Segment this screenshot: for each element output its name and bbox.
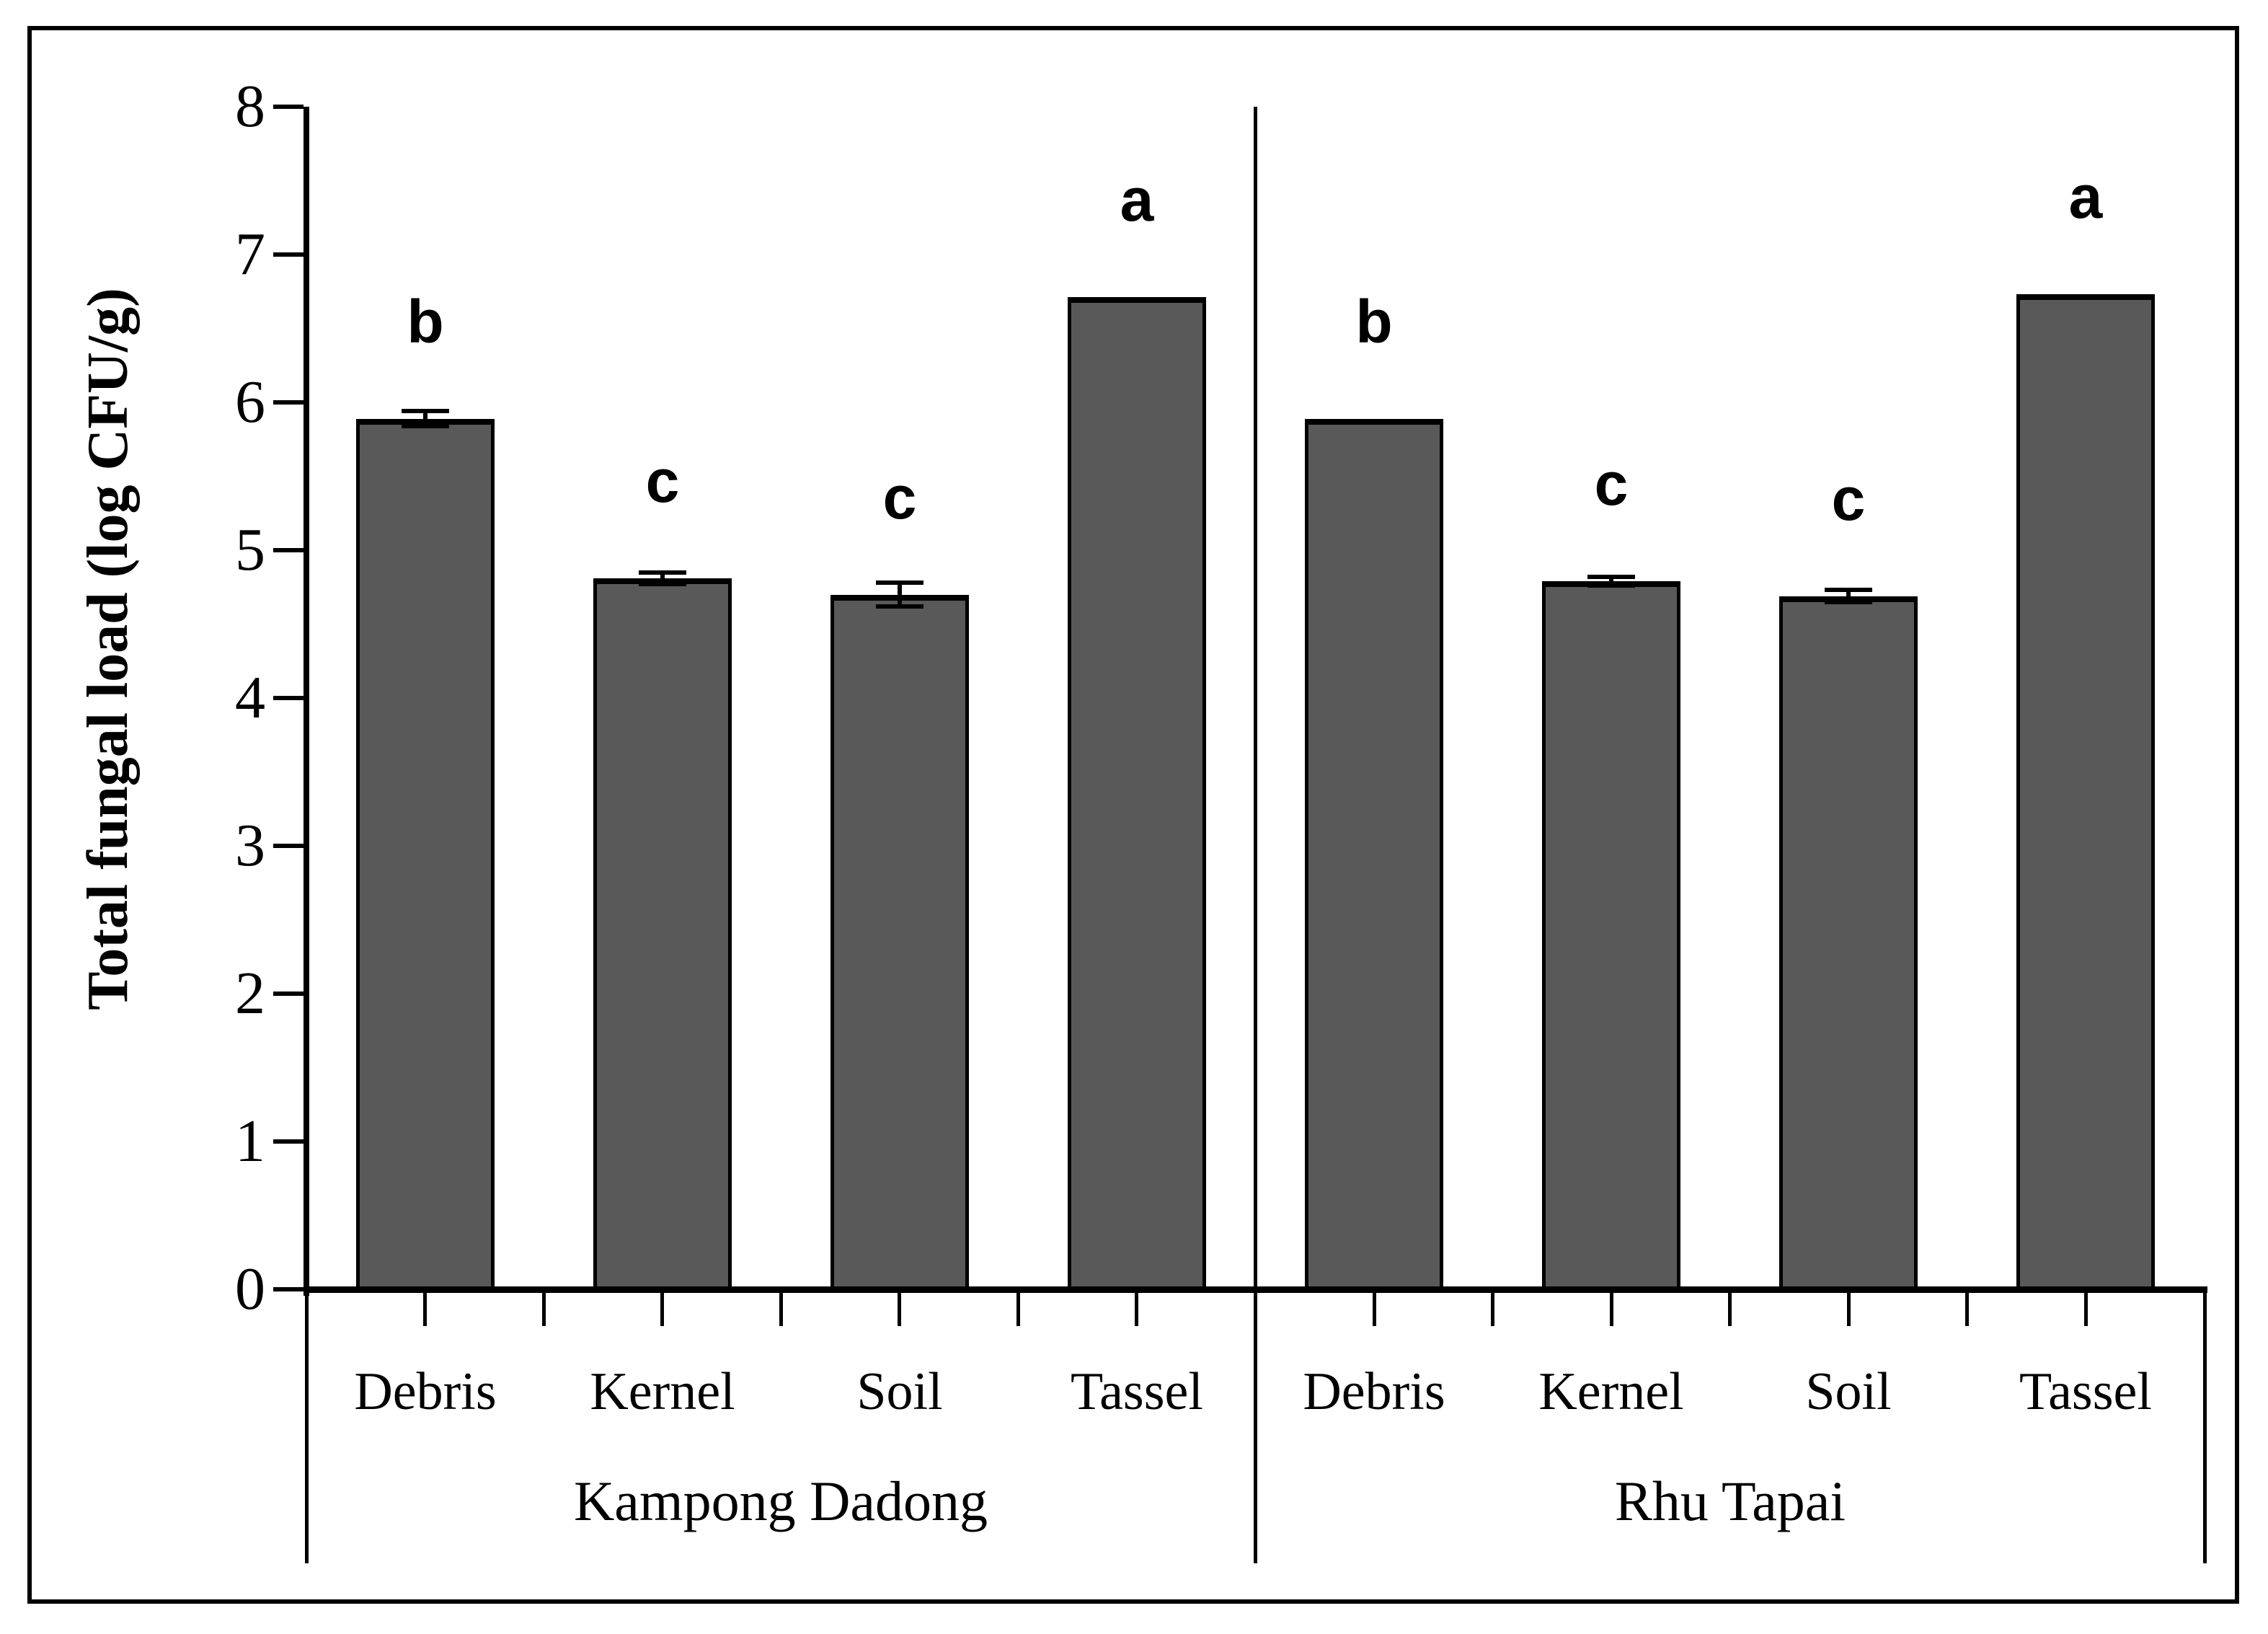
- x-axis-tick: [1373, 1293, 1376, 1326]
- significance-letter: c: [882, 464, 917, 531]
- bar-kampong-dadong-kernel: [593, 578, 732, 1292]
- error-bar-cap-bottom: [402, 424, 449, 428]
- y-tick-label: 8: [235, 73, 265, 140]
- error-bar-cap-bottom: [1825, 600, 1872, 604]
- bar-rhu-tapai-soil: [1779, 596, 1918, 1292]
- error-bar-cap-bottom: [876, 604, 923, 609]
- figure-border: [27, 26, 2239, 1604]
- category-label: Soil: [856, 1362, 943, 1421]
- category-label: Debris: [354, 1362, 497, 1421]
- group-label: Rhu Tapai: [1614, 1470, 1846, 1532]
- y-tick-label: 3: [235, 812, 265, 879]
- y-axis-tick: [273, 992, 304, 996]
- y-axis-line: [304, 107, 309, 1296]
- error-bar-cap-top: [1825, 588, 1872, 592]
- category-label: Kernel: [1538, 1362, 1684, 1421]
- category-label: Tassel: [1071, 1362, 1203, 1421]
- y-axis-tick: [273, 548, 304, 552]
- x-axis-tick: [1965, 1293, 1969, 1326]
- x-axis-tick: [1728, 1293, 1732, 1326]
- error-bar: [423, 411, 428, 426]
- y-tick-label: 4: [235, 664, 265, 731]
- y-tick-label: 5: [235, 516, 265, 583]
- y-tick-label: 1: [235, 1108, 265, 1175]
- y-axis-tick: [273, 105, 304, 109]
- x-axis-tick: [779, 1293, 783, 1326]
- bar-rhu-tapai-tassel: [2016, 294, 2155, 1292]
- significance-letter: a: [1120, 166, 1154, 234]
- y-tick-label: 2: [235, 960, 265, 1027]
- significance-letter: c: [1594, 450, 1629, 518]
- error-bar-cap-top: [1587, 575, 1635, 579]
- significance-letter: c: [645, 447, 680, 515]
- x-axis-tick: [660, 1293, 664, 1326]
- group-divider-line: [1254, 107, 1257, 1563]
- y-axis-tick: [273, 696, 304, 700]
- error-bar-cap-top: [402, 409, 449, 413]
- error-bar-cap-top: [876, 580, 923, 585]
- bar-rhu-tapai-debris: [1305, 419, 1443, 1292]
- x-axis-tick: [1135, 1293, 1138, 1326]
- x-axis-tick: [1610, 1293, 1613, 1326]
- y-tick-label: 6: [235, 368, 265, 436]
- category-label: Debris: [1303, 1362, 1445, 1421]
- significance-letter: c: [1831, 465, 1866, 533]
- group-label: Kampong Dadong: [573, 1470, 988, 1532]
- x-axis-tick: [1847, 1293, 1851, 1326]
- left-boundary-line: [305, 1289, 309, 1563]
- y-tick-label: 0: [235, 1255, 265, 1322]
- x-axis-tick: [2084, 1293, 2088, 1326]
- bar-rhu-tapai-kernel: [1542, 581, 1680, 1292]
- error-bar: [1609, 577, 1613, 586]
- x-axis-tick: [898, 1293, 901, 1326]
- right-boundary-line: [2203, 1289, 2207, 1563]
- bar-kampong-dadong-soil: [830, 595, 969, 1293]
- x-axis-tick: [1491, 1293, 1494, 1326]
- y-tick-label: 7: [235, 221, 265, 288]
- error-bar: [660, 573, 665, 584]
- x-axis-tick: [423, 1293, 427, 1326]
- error-bar: [898, 583, 902, 606]
- y-axis-tick: [273, 400, 304, 405]
- y-axis-tick: [273, 1139, 304, 1144]
- category-label: Tassel: [2019, 1362, 2152, 1421]
- bar-kampong-dadong-tassel: [1068, 297, 1206, 1292]
- significance-letter: b: [1355, 288, 1393, 355]
- error-bar: [1846, 590, 1851, 601]
- error-bar-cap-bottom: [639, 582, 686, 586]
- y-axis-tick: [273, 844, 304, 848]
- category-label: Soil: [1805, 1362, 1892, 1421]
- category-label: Kernel: [590, 1362, 735, 1421]
- significance-letter: b: [407, 288, 444, 355]
- x-axis-tick: [1016, 1293, 1020, 1326]
- error-bar-cap-top: [639, 570, 686, 575]
- error-bar-cap-bottom: [1587, 583, 1635, 588]
- significance-letter: a: [2068, 163, 2103, 231]
- x-axis-tick: [542, 1293, 546, 1326]
- y-axis-tick: [273, 252, 304, 257]
- y-axis-tick: [273, 1287, 304, 1291]
- bar-kampong-dadong-debris: [356, 419, 495, 1292]
